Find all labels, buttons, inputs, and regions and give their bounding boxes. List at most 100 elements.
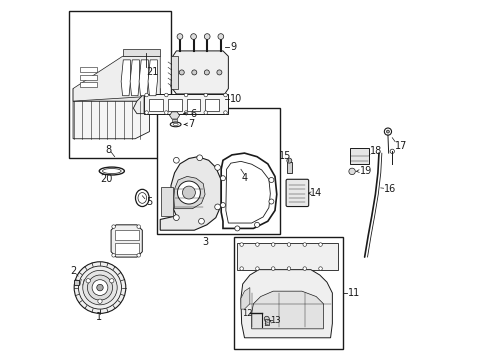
Circle shape — [92, 280, 108, 296]
Bar — [80, 82, 97, 87]
Circle shape — [184, 111, 187, 114]
Text: 12: 12 — [242, 309, 252, 318]
Circle shape — [239, 267, 243, 270]
Text: 11: 11 — [347, 288, 359, 298]
Bar — [115, 230, 139, 240]
Text: 9: 9 — [230, 42, 236, 52]
Circle shape — [164, 111, 168, 114]
Bar — [80, 67, 97, 72]
Circle shape — [112, 253, 115, 257]
Text: 7: 7 — [188, 120, 194, 129]
Circle shape — [268, 177, 273, 183]
Circle shape — [348, 168, 355, 175]
Circle shape — [214, 204, 220, 210]
Bar — [115, 243, 139, 253]
Circle shape — [190, 34, 196, 40]
Polygon shape — [73, 89, 160, 101]
Circle shape — [234, 226, 239, 231]
Circle shape — [386, 130, 388, 133]
Bar — [168, 99, 182, 111]
Circle shape — [271, 267, 274, 270]
Circle shape — [264, 316, 269, 321]
Polygon shape — [171, 56, 178, 89]
Circle shape — [223, 93, 227, 97]
Text: 20: 20 — [100, 174, 112, 184]
Circle shape — [204, 70, 209, 75]
Polygon shape — [171, 51, 228, 94]
Text: 8: 8 — [105, 144, 111, 154]
Circle shape — [196, 155, 202, 161]
Circle shape — [177, 181, 200, 204]
Text: 16: 16 — [383, 184, 395, 194]
Circle shape — [286, 158, 291, 163]
Bar — [264, 319, 268, 325]
Bar — [149, 99, 163, 111]
Circle shape — [87, 275, 112, 300]
Circle shape — [220, 176, 225, 181]
Ellipse shape — [170, 122, 181, 127]
Circle shape — [217, 70, 222, 75]
Text: 4: 4 — [241, 173, 247, 183]
Polygon shape — [111, 225, 142, 257]
Text: 6: 6 — [190, 109, 197, 119]
Circle shape — [164, 93, 168, 97]
Circle shape — [173, 215, 179, 221]
Bar — [286, 162, 291, 173]
Text: 1: 1 — [96, 312, 102, 322]
Circle shape — [144, 111, 148, 114]
Bar — [80, 75, 97, 80]
Bar — [69, 12, 171, 158]
FancyBboxPatch shape — [285, 179, 308, 207]
Circle shape — [214, 165, 220, 170]
Polygon shape — [174, 176, 204, 209]
Ellipse shape — [98, 299, 102, 303]
Circle shape — [137, 253, 140, 257]
Polygon shape — [241, 270, 332, 338]
Polygon shape — [73, 101, 149, 139]
Text: 14: 14 — [309, 188, 322, 198]
Text: 3: 3 — [202, 237, 208, 247]
Circle shape — [254, 222, 259, 227]
Circle shape — [255, 243, 259, 246]
Circle shape — [203, 111, 207, 114]
Ellipse shape — [86, 279, 90, 283]
Polygon shape — [121, 60, 130, 96]
Bar — [161, 187, 172, 216]
Polygon shape — [133, 94, 144, 114]
Bar — [349, 148, 368, 164]
Polygon shape — [148, 60, 157, 96]
Bar — [186, 99, 200, 111]
Polygon shape — [251, 291, 323, 329]
Circle shape — [220, 203, 225, 208]
Text: 10: 10 — [230, 94, 242, 104]
Circle shape — [204, 34, 210, 40]
Text: 15: 15 — [278, 150, 290, 161]
Bar — [237, 243, 337, 270]
Text: 17: 17 — [394, 141, 407, 151]
Circle shape — [303, 243, 306, 246]
Circle shape — [239, 243, 243, 246]
Circle shape — [271, 243, 274, 246]
Polygon shape — [130, 60, 139, 96]
Polygon shape — [122, 49, 160, 56]
Polygon shape — [160, 157, 221, 230]
Ellipse shape — [173, 123, 178, 126]
Ellipse shape — [138, 193, 146, 203]
Bar — [205, 99, 219, 111]
Circle shape — [203, 93, 207, 97]
Circle shape — [137, 225, 140, 228]
Circle shape — [191, 70, 196, 75]
Circle shape — [218, 34, 223, 40]
Text: 13: 13 — [270, 316, 281, 325]
Circle shape — [223, 111, 227, 114]
Circle shape — [268, 199, 273, 204]
Circle shape — [173, 157, 179, 163]
Bar — [233, 237, 343, 348]
Ellipse shape — [109, 279, 114, 283]
Circle shape — [286, 267, 290, 270]
Circle shape — [389, 149, 394, 153]
Bar — [172, 119, 176, 123]
Text: 18: 18 — [369, 146, 382, 156]
Circle shape — [303, 267, 306, 270]
Text: 19: 19 — [359, 166, 371, 176]
